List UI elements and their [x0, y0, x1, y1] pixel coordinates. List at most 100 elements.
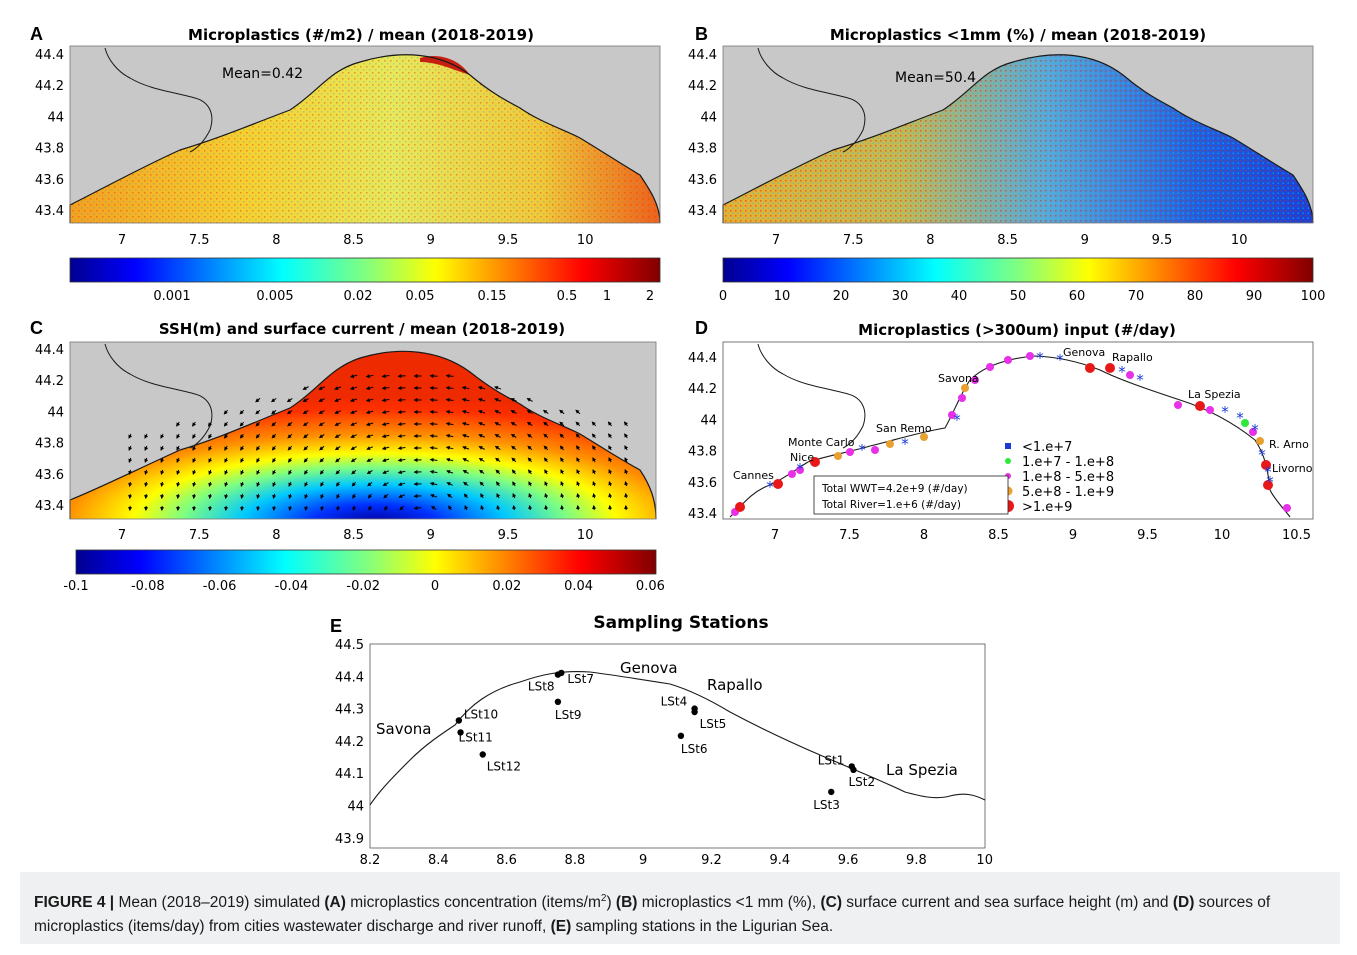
current-arrow — [478, 446, 485, 450]
mean-label: Mean=50.4 — [895, 70, 976, 86]
current-arrow — [224, 433, 228, 439]
x-axis-ticks: 7 7.5 8 8.5 9 9.5 10 — [772, 233, 1248, 248]
y-tick-label: 44.5 — [335, 638, 364, 653]
colorbar-tick-label: 20 — [833, 289, 850, 304]
current-arrow — [397, 410, 406, 415]
current-arrow — [543, 433, 549, 439]
source-point — [810, 457, 820, 467]
current-arrow — [288, 481, 293, 487]
current-arrow — [176, 469, 181, 476]
current-arrow — [544, 469, 549, 475]
y-tick-label: 44 — [47, 110, 64, 125]
current-arrow — [256, 493, 261, 500]
panel-c: C SSH(m) and surface current / mean (201… — [30, 318, 665, 594]
panel-title: Microplastics (#/m2) / mean (2018-2019) — [188, 26, 534, 44]
current-arrow — [624, 480, 629, 487]
map-frame — [722, 45, 1314, 224]
current-arrow — [559, 433, 565, 439]
current-arrow — [526, 409, 533, 414]
caption-text: sources of microplastics (items/day) fro… — [34, 894, 1271, 936]
colorbar-tick-label: 1 — [603, 289, 611, 304]
y-tick-label: 43.4 — [688, 507, 717, 522]
coastline — [722, 54, 1314, 224]
x-tick-label: 8.5 — [343, 528, 364, 543]
sea-field-noise — [723, 54, 1313, 223]
place-label: La Spezia — [886, 761, 958, 779]
current-arrow — [224, 469, 229, 475]
y-tick-label: 44.2 — [688, 382, 717, 397]
x-axis-ticks: 7 7.5 8 8.5 9 9.5 10 — [118, 233, 594, 248]
source-point — [735, 502, 745, 512]
y-tick-label: 44.4 — [35, 48, 64, 63]
station-marker — [554, 671, 562, 678]
y-tick-label: 43.9 — [335, 832, 364, 847]
current-arrow — [128, 433, 133, 439]
current-arrow — [192, 433, 197, 439]
current-arrow — [575, 421, 581, 427]
current-arrow — [352, 505, 357, 512]
current-arrow — [559, 409, 565, 415]
current-arrow — [384, 505, 389, 511]
current-arrow — [271, 421, 277, 427]
x-tick-label: 9.4 — [769, 853, 790, 868]
border-line — [104, 343, 213, 449]
station-marker — [691, 708, 698, 716]
current-arrow — [381, 422, 390, 427]
current-arrow — [128, 493, 133, 500]
current-arrow — [365, 410, 374, 415]
source-marker-star: * — [858, 441, 866, 459]
source-marker-star: * — [1056, 351, 1064, 369]
caption-text: sampling stations in the Ligurian Sea. — [571, 918, 834, 936]
legend-label: 5.e+8 - 1.e+9 — [1022, 485, 1114, 500]
current-arrow — [608, 457, 613, 463]
source-marker-star: * — [901, 435, 909, 453]
source-point — [1004, 356, 1012, 364]
x-tick-label: 9.5 — [1137, 528, 1158, 543]
current-arrow — [528, 469, 532, 475]
current-arrow — [128, 469, 133, 476]
station-marker — [828, 788, 835, 796]
current-arrow — [208, 493, 213, 500]
current-arrow — [495, 469, 501, 475]
y-tick-label: 44 — [700, 110, 717, 125]
y-tick-label: 43.8 — [35, 437, 64, 452]
current-arrow — [255, 421, 261, 427]
current-arrow — [494, 434, 501, 438]
x-tick-label: 7.5 — [189, 233, 210, 248]
current-arrow — [429, 481, 438, 486]
legend-label: >1.e+9 — [1022, 500, 1072, 515]
current-arrow — [335, 469, 341, 475]
colorbar — [69, 257, 661, 283]
station-label: LSt3 — [813, 798, 840, 812]
x-tick-label: 9.6 — [838, 853, 859, 868]
current-arrow — [366, 458, 373, 462]
caption-text: surface current and sea surface height (… — [842, 894, 1173, 912]
source-point — [1174, 401, 1182, 409]
current-arrow — [397, 470, 406, 475]
current-arrow — [128, 457, 133, 464]
current-arrow — [336, 481, 340, 487]
current-arrow — [397, 458, 406, 463]
colorbar-tick-label: 60 — [1069, 289, 1086, 304]
x-tick-label: 10 — [1231, 233, 1248, 248]
current-arrow — [527, 433, 533, 439]
current-arrow — [429, 433, 438, 438]
current-arrow — [303, 433, 309, 439]
current-arrow — [240, 469, 245, 475]
current-arrow — [334, 446, 341, 451]
source-point — [773, 479, 783, 489]
current-arrow — [192, 493, 197, 500]
source-point — [920, 433, 928, 441]
source-point — [871, 446, 879, 454]
colorbar-tick-label: 40 — [951, 289, 968, 304]
current-arrow — [624, 445, 629, 451]
source-point — [1241, 419, 1249, 427]
current-arrow — [351, 469, 357, 475]
x-tick-label: 7.5 — [189, 528, 210, 543]
current-arrow — [576, 469, 581, 475]
current-arrow — [351, 481, 357, 487]
current-arrow — [192, 469, 197, 475]
current-arrow — [511, 445, 517, 451]
current-arrow — [334, 410, 341, 414]
